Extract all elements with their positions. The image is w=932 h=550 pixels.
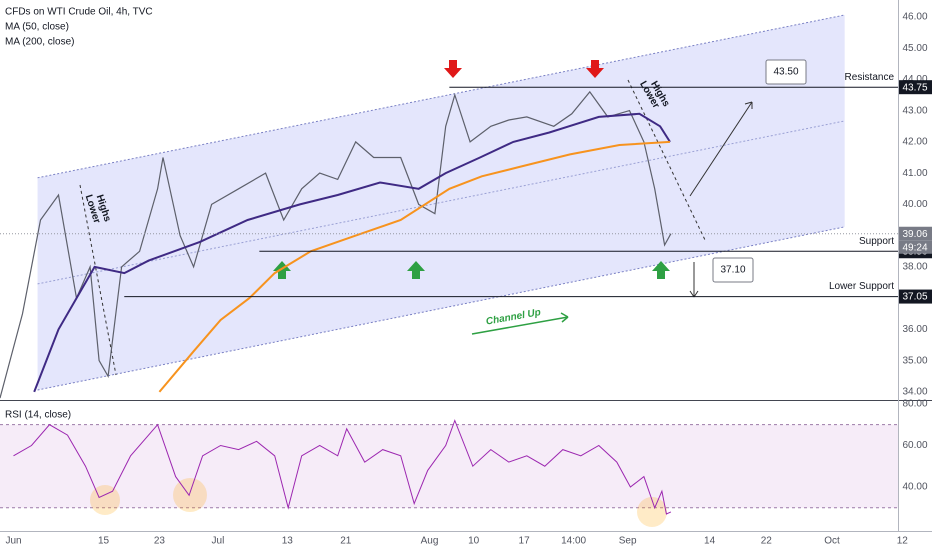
y-tick-label: 36.00 xyxy=(902,324,927,335)
x-tick-label: 12 xyxy=(897,536,909,547)
y-tick-label: 43.00 xyxy=(902,105,927,116)
x-tick-label: 14:00 xyxy=(561,536,586,547)
level-badge-bg xyxy=(899,289,932,304)
red-arrow xyxy=(444,60,462,78)
channel-edge xyxy=(37,226,845,391)
x-tick-label: Oct xyxy=(824,536,840,547)
arrow-head xyxy=(744,101,753,109)
arrow-head xyxy=(560,312,569,323)
channel-midline xyxy=(37,120,845,285)
legend-entry: MA (200, close) xyxy=(5,37,74,48)
arrow-head xyxy=(689,290,699,298)
y-tick-label: 38.00 xyxy=(902,262,927,273)
x-tick-label: 15 xyxy=(98,536,110,547)
y-tick-label: 46.00 xyxy=(902,12,927,23)
chart-title: CFDs on WTI Crude Oil, 4h, TVC xyxy=(5,7,153,18)
x-tick-label: Aug xyxy=(421,536,439,547)
y-tick-label: 41.00 xyxy=(902,168,927,179)
y-tick-label: 45.00 xyxy=(902,43,927,54)
x-tick-label: 23 xyxy=(154,536,166,547)
series-line xyxy=(33,112,671,393)
rsi-highlight xyxy=(637,497,667,527)
channel-arrow xyxy=(471,316,569,335)
y-tick-label: 40.00 xyxy=(902,199,927,210)
channel-edge xyxy=(37,14,845,179)
decorations xyxy=(0,0,932,532)
x-tick-label: 22 xyxy=(761,536,773,547)
y-tick-label: 34.00 xyxy=(902,387,927,398)
x-tick-label: Jul xyxy=(212,536,225,547)
level-badge-bg xyxy=(899,80,932,95)
target-label: 43.50 xyxy=(773,67,798,78)
x-tick-label: 10 xyxy=(468,536,480,547)
projection-arrow xyxy=(689,101,753,197)
countdown-bg xyxy=(899,240,932,254)
red-arrow xyxy=(586,60,604,78)
current-badge-bg xyxy=(899,226,932,241)
level-badge: 37.05 xyxy=(902,292,927,303)
series-line xyxy=(158,140,671,393)
level-label: Lower Support xyxy=(829,281,894,292)
x-tick-label: 14 xyxy=(704,536,716,547)
green-arrow xyxy=(273,261,291,279)
current-badge: 39.06 xyxy=(902,229,927,240)
rsi-tick-label: 40.00 xyxy=(902,482,927,493)
rsi-highlight xyxy=(173,478,207,512)
green-arrow xyxy=(407,261,425,279)
x-tick-label: Sep xyxy=(619,536,637,547)
rsi-tick-label: 80.00 xyxy=(902,399,927,410)
level-badge: 43.75 xyxy=(902,82,927,93)
legend-entry: MA (50, close) xyxy=(5,22,69,33)
countdown: 49:24 xyxy=(902,242,927,253)
lower-highs-line xyxy=(79,184,117,376)
target-box xyxy=(712,257,754,283)
rsi-tick-label: 60.00 xyxy=(902,440,927,451)
y-tick-label: 44.00 xyxy=(902,74,927,85)
x-tick-label: Jun xyxy=(5,536,21,547)
series-line xyxy=(13,419,672,515)
level-label: Resistance xyxy=(845,72,895,83)
x-tick-label: 21 xyxy=(340,536,352,547)
series-line xyxy=(0,90,672,399)
green-arrow xyxy=(652,261,670,279)
rsi-highlight xyxy=(90,485,120,515)
x-tick-label: 17 xyxy=(519,536,531,547)
rsi-band xyxy=(0,424,898,508)
level-label: Support xyxy=(859,236,894,247)
y-tick-label: 42.00 xyxy=(902,137,927,148)
rsi-title: RSI (14, close) xyxy=(5,410,71,421)
x-tick-label: 13 xyxy=(282,536,294,547)
y-tick-label: 35.00 xyxy=(902,355,927,366)
target-box xyxy=(765,59,807,85)
target-label: 37.10 xyxy=(720,265,745,276)
